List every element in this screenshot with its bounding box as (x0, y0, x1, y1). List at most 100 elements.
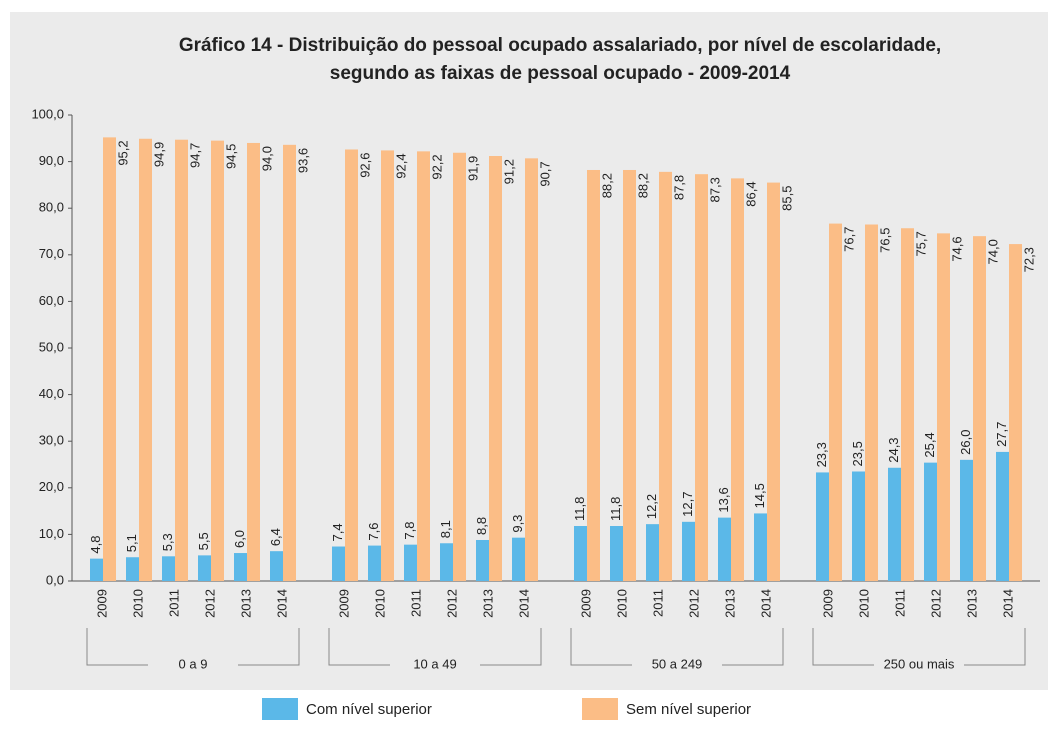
bar (852, 471, 865, 581)
bar (270, 551, 283, 581)
value-label: 11,8 (572, 497, 587, 521)
bar (476, 539, 489, 581)
x-tick-label: 2010 (856, 589, 871, 618)
value-label: 6,0 (232, 530, 247, 548)
y-tick-label: 80,0 (39, 200, 64, 215)
y-tick-label: 20,0 (39, 479, 64, 494)
bar (816, 472, 829, 581)
group-bracket (328, 628, 542, 666)
bar (368, 545, 381, 581)
group-label: 0 a 9 (179, 656, 208, 671)
y-tick-label: 50,0 (39, 339, 64, 354)
value-label: 95,2 (115, 140, 130, 165)
value-label: 25,4 (922, 432, 937, 457)
bar (404, 544, 417, 581)
x-tick-label: 2014 (758, 589, 773, 618)
value-label: 75,7 (913, 231, 928, 256)
value-label: 94,7 (187, 143, 202, 168)
x-tick-label: 2010 (130, 589, 145, 618)
x-tick-label: 2011 (650, 589, 665, 617)
y-tick-label: 0,0 (46, 572, 64, 587)
group-label: 50 a 249 (652, 656, 703, 671)
x-tick-label: 2012 (202, 589, 217, 618)
bar (767, 182, 780, 581)
group-bracket (86, 628, 300, 666)
value-label: 12,7 (680, 492, 695, 517)
group-label: 250 ou mais (884, 656, 955, 671)
bar (381, 150, 394, 581)
value-label: 8,1 (438, 520, 453, 538)
y-tick-label: 40,0 (39, 386, 64, 401)
bar (234, 553, 247, 581)
bar (888, 467, 901, 581)
bar (440, 543, 453, 581)
value-label: 91,2 (501, 159, 516, 184)
bar (646, 524, 659, 581)
y-tick-label: 60,0 (39, 293, 64, 308)
value-label: 87,8 (671, 175, 686, 200)
x-tick-label: 2010 (614, 589, 629, 618)
x-tick-label: 2014 (274, 589, 289, 618)
value-label: 76,7 (841, 227, 856, 252)
value-label: 23,5 (850, 441, 865, 466)
value-label: 92,4 (393, 153, 408, 178)
legend-label: Sem nível superior (626, 701, 751, 718)
y-tick-label: 10,0 (39, 526, 64, 541)
chart-title: segundo as faixas de pessoal ocupado - 2… (330, 63, 791, 84)
value-label: 5,1 (124, 534, 139, 552)
x-tick-label: 2012 (928, 589, 943, 618)
y-tick-label: 100,0 (31, 106, 64, 121)
bar (731, 178, 744, 581)
x-tick-label: 2009 (578, 589, 593, 618)
bar (247, 142, 260, 581)
value-label: 91,9 (465, 156, 480, 181)
x-tick-label: 2009 (94, 589, 109, 618)
bar (512, 537, 525, 581)
value-label: 85,5 (779, 186, 794, 211)
bar (1009, 244, 1022, 581)
value-label: 76,5 (877, 228, 892, 253)
bar (901, 228, 914, 581)
bar (973, 236, 986, 581)
bar (682, 521, 695, 581)
value-label: 92,6 (357, 152, 372, 177)
x-tick-label: 2011 (408, 589, 423, 617)
value-label: 7,6 (366, 523, 381, 541)
bar (90, 558, 103, 581)
group-label: 10 a 49 (413, 656, 456, 671)
x-tick-label: 2011 (166, 589, 181, 617)
value-label: 11,8 (608, 497, 623, 521)
x-tick-label: 2012 (686, 589, 701, 618)
value-label: 87,3 (707, 177, 722, 202)
bar (587, 169, 600, 581)
value-label: 6,4 (268, 528, 283, 546)
value-label: 7,4 (330, 523, 345, 541)
value-label: 23,3 (814, 442, 829, 467)
value-label: 26,0 (958, 430, 973, 455)
value-label: 7,8 (402, 522, 417, 540)
value-label: 5,5 (196, 532, 211, 550)
x-tick-label: 2009 (336, 589, 351, 618)
value-label: 72,3 (1021, 247, 1036, 272)
bar (574, 526, 587, 581)
x-tick-label: 2014 (516, 589, 531, 618)
value-label: 94,5 (223, 144, 238, 169)
bar (198, 555, 211, 581)
value-label: 12,2 (644, 494, 659, 519)
bar (996, 451, 1009, 581)
x-tick-label: 2013 (722, 589, 737, 618)
y-tick-label: 90,0 (39, 153, 64, 168)
value-label: 13,6 (716, 487, 731, 512)
x-tick-label: 2013 (238, 589, 253, 618)
bar (175, 139, 188, 581)
bar (162, 556, 175, 581)
value-label: 94,9 (151, 142, 166, 167)
x-tick-label: 2012 (444, 589, 459, 618)
value-label: 24,3 (886, 437, 901, 462)
value-label: 94,0 (259, 146, 274, 171)
value-label: 74,6 (949, 236, 964, 261)
x-tick-label: 2009 (820, 589, 835, 618)
value-label: 88,2 (635, 173, 650, 198)
x-tick-label: 2014 (1000, 589, 1015, 618)
